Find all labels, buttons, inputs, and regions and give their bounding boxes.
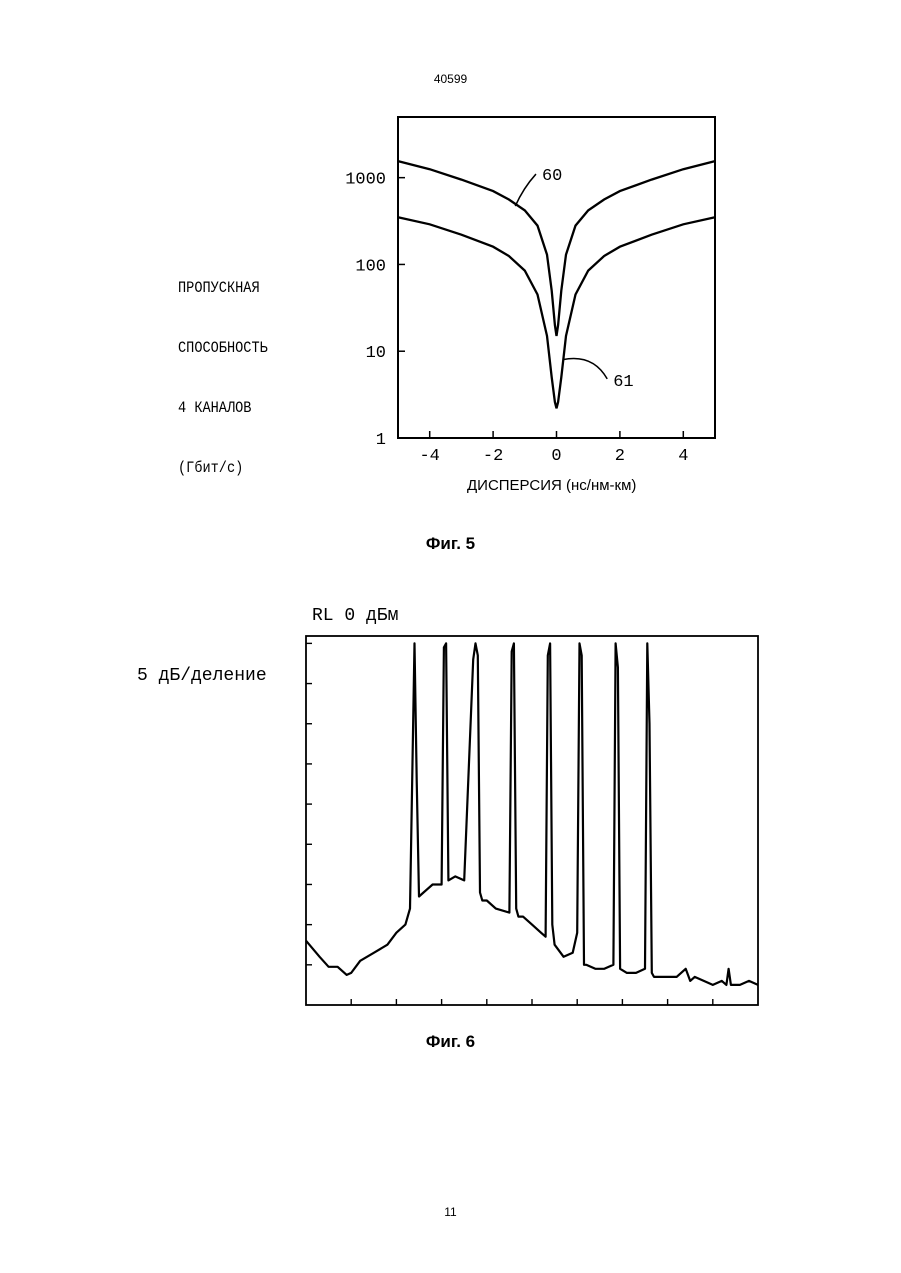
fig5-x-tick-label: 2 — [615, 447, 625, 466]
fig6-caption: Фиг. 6 — [0, 1032, 901, 1052]
fig5-y-tick-label: 10 — [366, 344, 386, 363]
fig6-y-scale-label: 5 дБ/деление — [137, 666, 267, 686]
fig5-callout-leader — [563, 358, 607, 378]
fig6-spectrum-trace — [306, 643, 758, 985]
fig5-x-tick-label: -2 — [483, 447, 503, 466]
fig5-ylabel-line: 4 КАНАЛОВ — [178, 398, 268, 418]
fig5-x-tick-label: -4 — [419, 447, 439, 466]
page-number: 11 — [0, 1205, 901, 1219]
fig5-x-axis-label: ДИСПЕРСИЯ (нс/нм-км) — [467, 477, 636, 494]
fig5-ylabel-line: СПОСОБНОСТЬ — [178, 338, 268, 358]
fig5-chart: -4 -2 0 2 4 1 10 100 1000 60 61 — [330, 105, 730, 470]
fig5-y-axis-label: ПРОПУСКНАЯ СПОСОБНОСТЬ 4 КАНАЛОВ (Гбит/с… — [178, 238, 284, 498]
fig5-series-line-60 — [398, 161, 715, 336]
fig6-plot-frame — [306, 636, 758, 1005]
fig5-series-line-61 — [398, 217, 715, 408]
fig5-callout-leader — [515, 174, 536, 206]
fig5-y-tick-label: 1000 — [345, 171, 386, 190]
fig6-reference-level-label: RL 0 дБм — [312, 606, 398, 626]
fig5-x-tick-label: 0 — [551, 447, 561, 466]
fig5-ylabel-line: ПРОПУСКНАЯ — [178, 278, 268, 298]
fig5-callout-label: 61 — [613, 373, 633, 392]
fig5-callout-label: 60 — [542, 167, 562, 186]
fig5-caption: Фиг. 5 — [0, 534, 901, 554]
fig5-y-tick-label: 1 — [376, 431, 386, 450]
fig5-plot-frame — [398, 117, 715, 438]
fig5-y-tick-label: 100 — [355, 257, 386, 276]
document-number: 40599 — [0, 72, 901, 86]
fig6-chart — [296, 628, 766, 1018]
fig5-x-tick-label: 4 — [678, 447, 688, 466]
fig5-ylabel-line: (Гбит/с) — [178, 458, 268, 478]
